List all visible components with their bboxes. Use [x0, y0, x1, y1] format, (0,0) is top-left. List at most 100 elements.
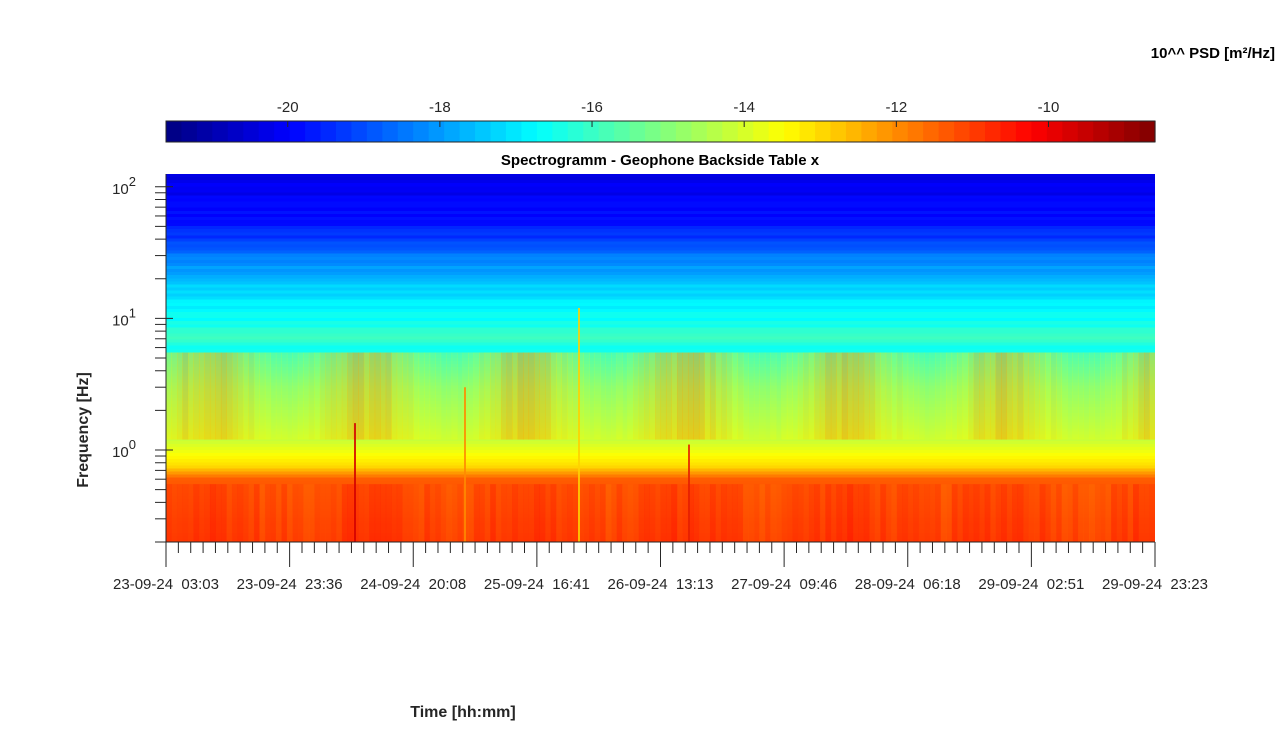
spectro-band: [166, 529, 1155, 534]
colorbar-tick-label: -18: [429, 99, 451, 116]
spectro-streak: [1050, 352, 1057, 440]
spectro-streak: [759, 352, 766, 440]
spectro-streak: [424, 352, 431, 440]
colorbar-cell: [413, 121, 430, 142]
spectro-streak: [556, 352, 562, 440]
spectro-streak: [1105, 352, 1112, 440]
spectro-band: [166, 207, 1155, 212]
spectro-streak: [495, 352, 502, 440]
spectro-streak: [682, 352, 689, 440]
spectro-streak: [852, 484, 859, 542]
colorbar-cell: [274, 121, 291, 142]
spectro-streak: [984, 484, 991, 542]
spectro-streak: [891, 352, 898, 440]
spectro-band: [166, 465, 1155, 469]
spectro-streak: [391, 484, 398, 542]
spectro-streak: [594, 484, 601, 542]
spectro-band: [166, 434, 1155, 439]
spectro-streak: [237, 484, 244, 542]
spectro-streak: [1001, 352, 1008, 440]
spectro-band: [166, 354, 1155, 359]
spectro-streak: [380, 484, 387, 542]
spectro-streak: [644, 484, 650, 542]
spectro-streak: [775, 352, 782, 440]
spectro-band: [166, 195, 1155, 200]
colorbar-tick-label: -12: [885, 99, 907, 116]
spectro-streak: [1039, 352, 1046, 440]
spectro-streak: [561, 484, 568, 542]
spectro-streak: [825, 352, 832, 440]
spectro-streak: [979, 352, 986, 440]
spectro-band: [166, 345, 1155, 350]
spectro-streak: [396, 484, 403, 542]
spectro-streak: [1056, 484, 1062, 542]
spectro-streak: [693, 484, 700, 542]
spectro-band: [166, 275, 1155, 279]
spectro-streak: [308, 352, 315, 440]
spectro-streak: [523, 484, 530, 542]
spectro-streak: [479, 352, 486, 440]
spectro-streak: [418, 484, 425, 542]
spectro-streak: [946, 352, 953, 440]
spectro-band: [166, 511, 1155, 515]
spectro-streak: [731, 352, 738, 440]
spectro-streak: [1089, 484, 1095, 542]
spectro-streak: [176, 352, 183, 440]
colorbar-cell: [969, 121, 986, 142]
spectro-band: [166, 342, 1155, 347]
spectro-streak: [220, 484, 227, 542]
spectro-streak: [1045, 352, 1051, 440]
spectro-streak: [880, 352, 887, 440]
spectro-streak: [325, 352, 332, 440]
spectro-streak: [1017, 352, 1024, 440]
spectro-streak: [402, 484, 409, 542]
spectro-streak: [627, 352, 634, 440]
spectro-streak: [671, 352, 678, 440]
colorbar-label: 10^^ PSD [m²/Hz]: [1151, 45, 1275, 62]
spectro-band: [166, 388, 1155, 393]
spectro-streak: [198, 484, 205, 542]
spectro-streak: [512, 484, 519, 542]
spectro-streak: [424, 484, 431, 542]
spectro-streak: [297, 352, 304, 440]
spectro-streak: [358, 484, 365, 542]
spectro-streak: [1133, 352, 1139, 440]
spectro-band: [166, 232, 1155, 236]
spectro-streak: [775, 484, 782, 542]
spectro-streak: [644, 352, 650, 440]
spectro-streak: [242, 352, 249, 440]
colorbar-cell: [552, 121, 569, 142]
x-axis: 23-09-24 03:03 23-09-24 23:36 24-09-24 20:…: [113, 541, 1208, 593]
spectro-streak: [808, 484, 815, 542]
spectro-streak: [803, 352, 810, 440]
spectro-streak: [907, 352, 914, 440]
spectro-streak: [638, 352, 645, 440]
spectro-band: [166, 262, 1155, 267]
spectro-streak: [847, 484, 854, 542]
spectro-streak: [940, 484, 947, 542]
spectro-streak: [968, 352, 975, 440]
spectro-band: [166, 440, 1155, 445]
spectro-streak: [940, 352, 947, 440]
spectro-streak: [198, 352, 205, 440]
spectro-streak: [347, 352, 354, 440]
spectro-streak: [292, 352, 299, 440]
spectro-streak: [676, 484, 683, 542]
spectro-streak: [600, 484, 606, 542]
spectro-band: [166, 293, 1155, 298]
spectro-streak: [990, 484, 997, 542]
spectro-band: [166, 489, 1155, 494]
spectro-streak: [1138, 484, 1145, 542]
spectro-band: [166, 213, 1155, 218]
spectro-streak: [275, 352, 282, 440]
spectro-band: [166, 312, 1155, 316]
spectro-streak: [682, 484, 689, 542]
x-tick-label: 24-09-24 20:08: [360, 576, 466, 593]
spectro-streak: [281, 352, 288, 440]
spectro-streak: [319, 352, 326, 440]
spectro-streak: [270, 484, 277, 542]
spectro-streak: [303, 352, 310, 440]
spectro-band: [166, 453, 1155, 457]
spectro-streak: [847, 352, 854, 440]
spectro-band: [166, 250, 1155, 255]
